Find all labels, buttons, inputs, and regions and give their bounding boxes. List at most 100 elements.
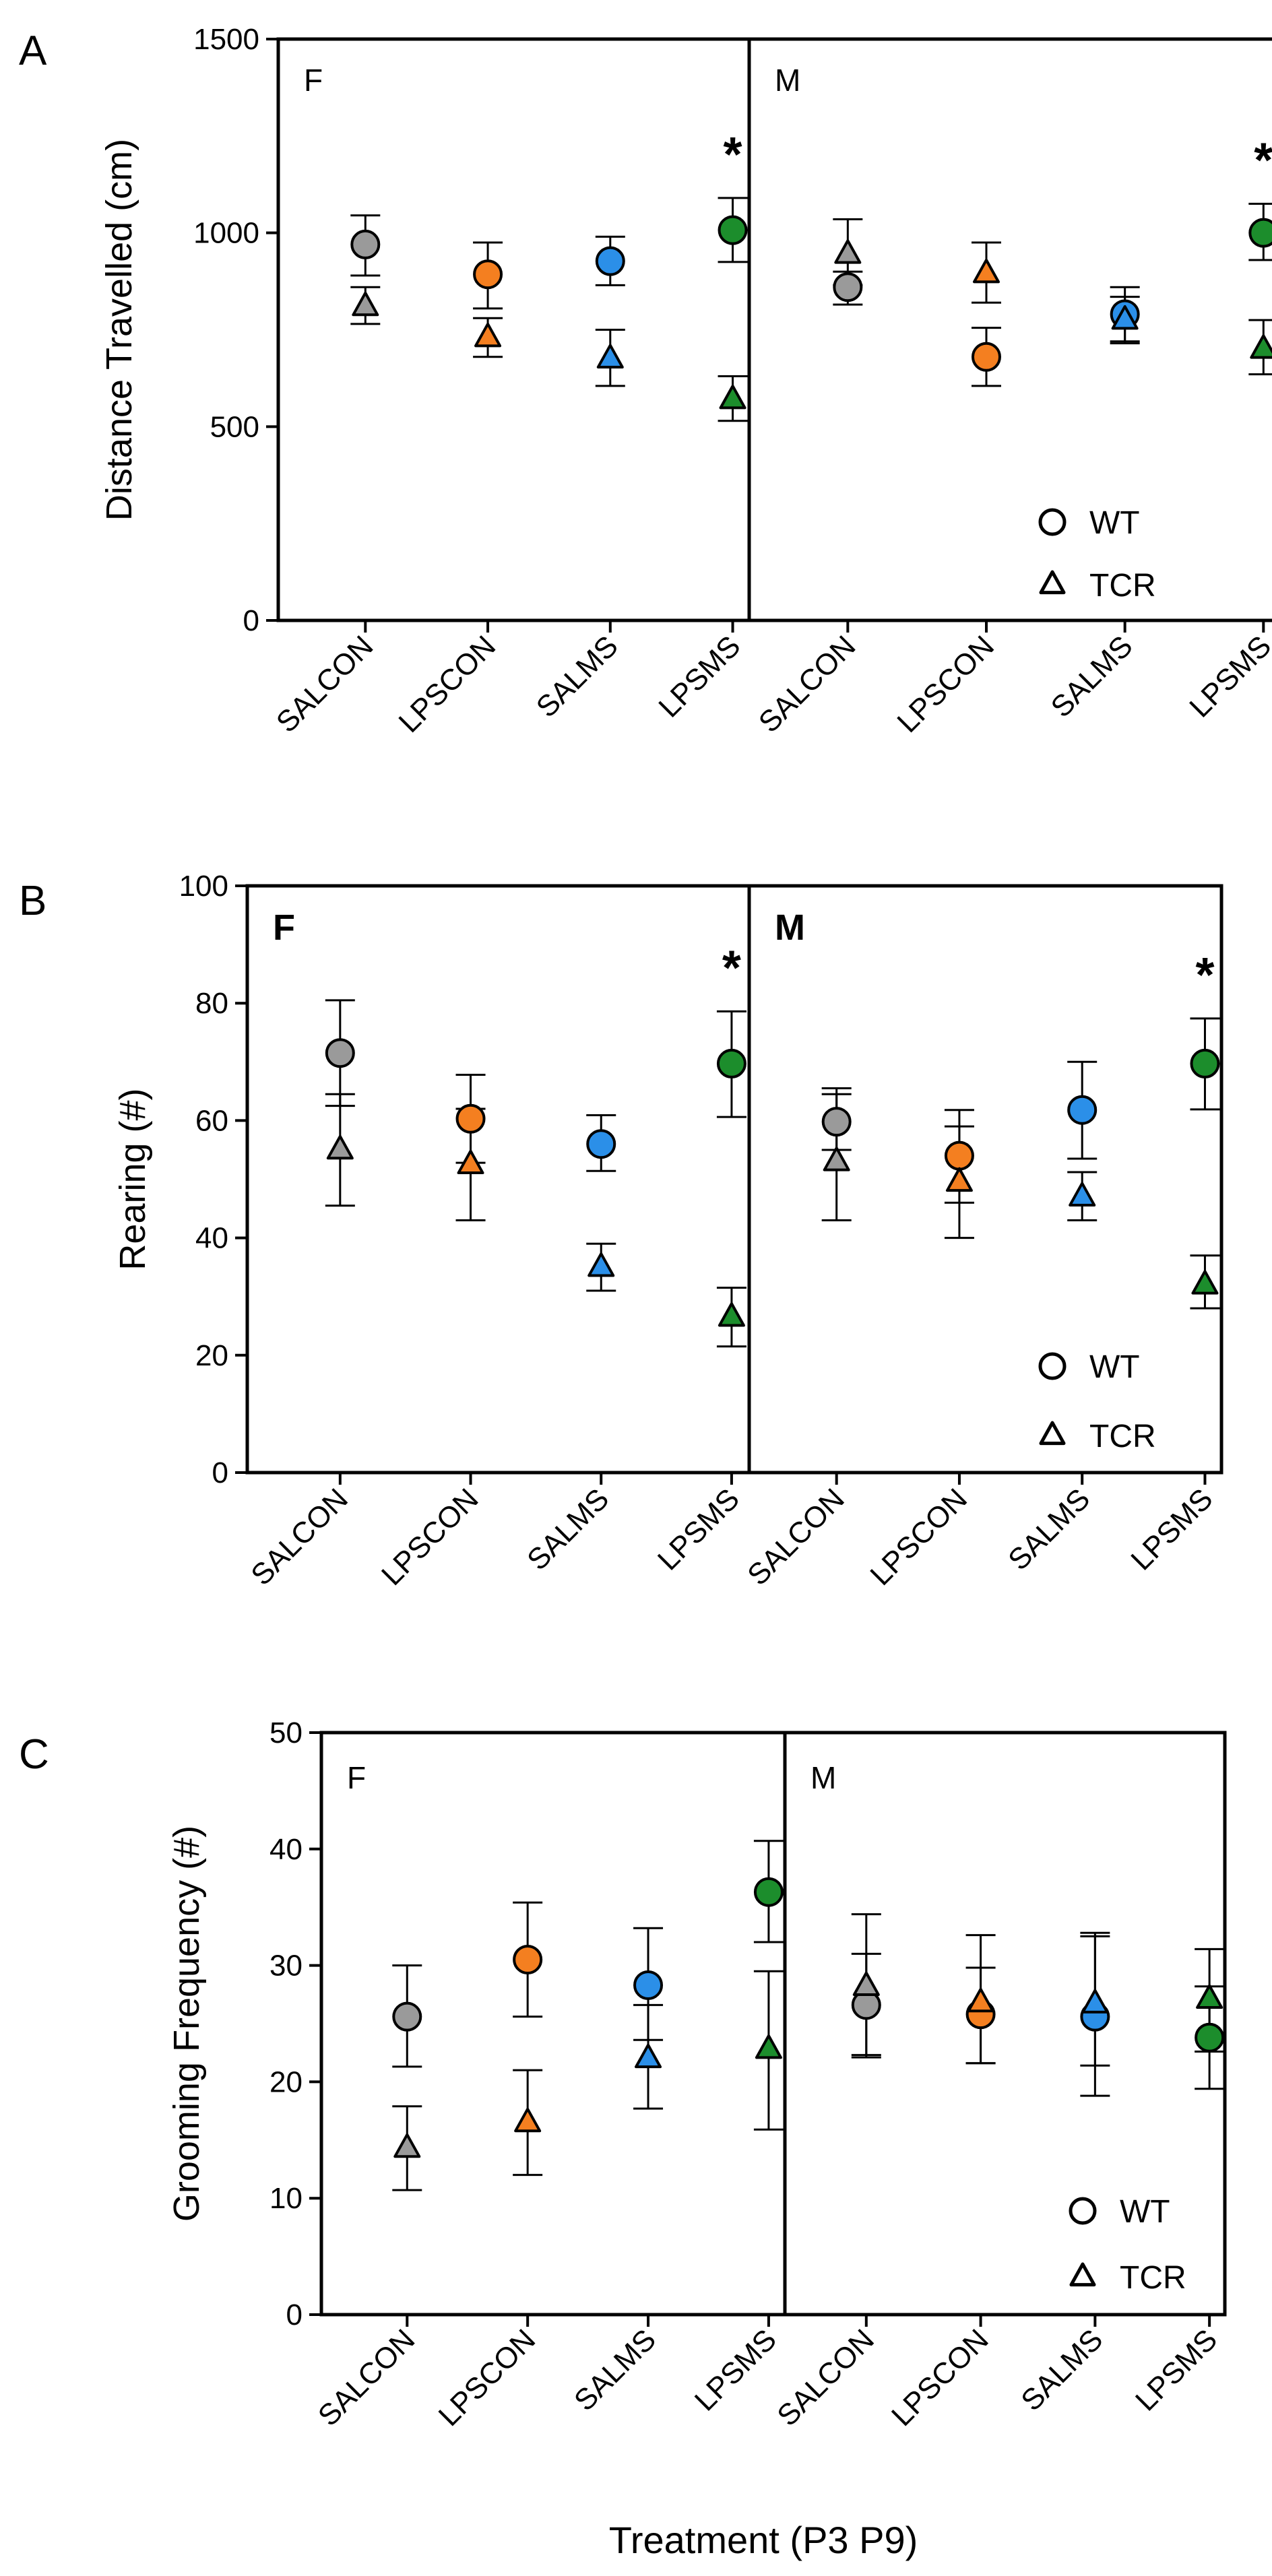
x-tick-label-salms: SALMS [1015,2323,1109,2417]
x-tick-label-lpscon: LPSCON [885,2323,995,2433]
x-tick-label-lpsms: LPSMS [652,629,746,723]
y-axis-title: Rearing (#) [113,1088,153,1270]
point-wt-lpscon [513,1944,543,1974]
point-wt-lpsms [753,1877,784,1907]
sex-label-F: F [347,1760,366,1795]
x-tick-label-lpsms: LPSMS [1129,2323,1223,2417]
point-wt-salms [595,246,625,276]
point-tcr-salcon [834,239,862,264]
point-wt-salms [586,1129,616,1159]
point-wt-salcon [350,229,381,259]
y-tick-label: 100 [179,870,228,903]
point-tcr-salms [1069,1182,1096,1206]
y-tick-label: 80 [195,987,228,1020]
point-tcr-lpscon [474,322,502,348]
point-tcr-salms [587,1252,615,1277]
y-tick-label: 20 [269,2065,303,2098]
point-wt-salms [633,1970,664,2000]
legend-tcr-label: TCR [1120,2260,1186,2296]
legend-wt-label: WT [1120,2194,1170,2230]
y-tick-label: 50 [269,1716,303,1749]
point-tcr-lpsms [1196,1984,1223,2009]
x-tick-label-salcon: SALCON [741,1482,851,1592]
point-tcr-lpscon [972,258,1000,284]
y-tick-label: 20 [195,1339,228,1372]
y-axis-title: Distance Travelled (cm) [99,139,139,521]
x-tick-label-salcon: SALCON [771,2323,881,2433]
point-wt-lpsms [718,215,748,245]
x-tick-label-lpsms: LPSMS [651,1482,746,1576]
panel-letter: B [19,878,46,924]
plot-frame [276,37,1272,622]
legend-wt-marker [1038,508,1067,536]
x-axis-title: Treatment (P3 P9) [609,2519,918,2561]
x-tick-label-lpscon: LPSCON [864,1482,974,1592]
legend-tcr-marker [1069,2262,1096,2287]
x-tick-label-lpscon: LPSCON [433,2323,542,2433]
point-wt-lpscon [455,1103,486,1134]
point-tcr-lpsms [1250,334,1272,359]
point-wt-lpsms [1190,1048,1220,1078]
y-tick-label: 10 [269,2182,303,2215]
point-tcr-salms [1111,305,1139,330]
significance-star: * [1195,948,1214,1002]
x-tick-label-salms: SALMS [530,629,625,723]
sex-label-M: M [775,907,805,948]
y-tick-label: 1000 [193,217,259,250]
point-wt-salcon [833,272,863,302]
sex-label-F: F [304,63,323,98]
y-tick-label: 40 [195,1222,228,1255]
y-tick-label: 0 [243,604,259,637]
point-tcr-lpscon [514,2107,542,2133]
point-tcr-salcon [393,2133,421,2158]
x-tick-label-salcon: SALCON [753,629,862,739]
y-tick-label: 40 [269,1833,303,1866]
legend: WT TCR [1038,1349,1156,1454]
point-tcr-lpsms [1191,1270,1219,1295]
x-tick-label-lpscon: LPSCON [393,629,503,739]
y-tick-label: 0 [286,2298,303,2331]
legend-tcr-label: TCR [1089,1419,1156,1454]
plot-frame [319,1731,1227,2317]
x-tick-label-salcon: SALCON [312,2323,422,2433]
x-tick-label-salms: SALMS [1045,629,1139,723]
point-tcr-salms [635,2043,662,2069]
panel-letter: A [19,28,47,74]
y-tick-label: 30 [269,1950,303,1983]
legend-wt-marker [1038,1352,1067,1380]
sex-label-M: M [775,63,800,98]
significance-star: * [1254,134,1272,188]
point-wt-lpsms [1248,218,1272,248]
point-tcr-salms [596,344,624,368]
point-tcr-salcon [823,1147,850,1171]
sex-label-M: M [810,1760,836,1795]
point-tcr-salcon [352,291,379,317]
x-tick-label-lpsms: LPSMS [689,2323,783,2417]
x-tick-label-salms: SALMS [521,1482,615,1576]
point-tcr-lpsms [755,2034,782,2059]
point-wt-lpscon [944,1140,974,1171]
x-tick-label-lpsms: LPSMS [1124,1482,1219,1576]
plot-frame [245,884,1223,1475]
point-wt-lpsms [716,1048,746,1078]
x-tick-label-lpscon: LPSCON [375,1482,485,1592]
point-tcr-lpsms [718,1302,745,1327]
x-tick-label-salms: SALMS [568,2323,662,2417]
point-tcr-lpscon [967,1987,994,2013]
sex-label-F: F [273,907,295,948]
x-tick-label-lpsms: LPSMS [1183,629,1272,723]
significance-star: * [724,128,742,182]
point-wt-salcon [392,2001,422,2032]
point-tcr-salcon [852,1971,880,1997]
legend-tcr-marker [1039,1421,1066,1446]
point-tcr-salcon [326,1134,354,1160]
legend-wt-label: WT [1089,1349,1140,1385]
point-wt-salcon [821,1107,852,1137]
legend-tcr-marker [1039,570,1066,595]
y-tick-label: 500 [210,410,259,443]
y-axis-title: Grooming Frequency (#) [166,1826,207,2222]
point-tcr-lpscon [945,1167,973,1192]
point-wt-salcon [325,1038,355,1068]
legend-wt-marker [1069,2197,1097,2225]
